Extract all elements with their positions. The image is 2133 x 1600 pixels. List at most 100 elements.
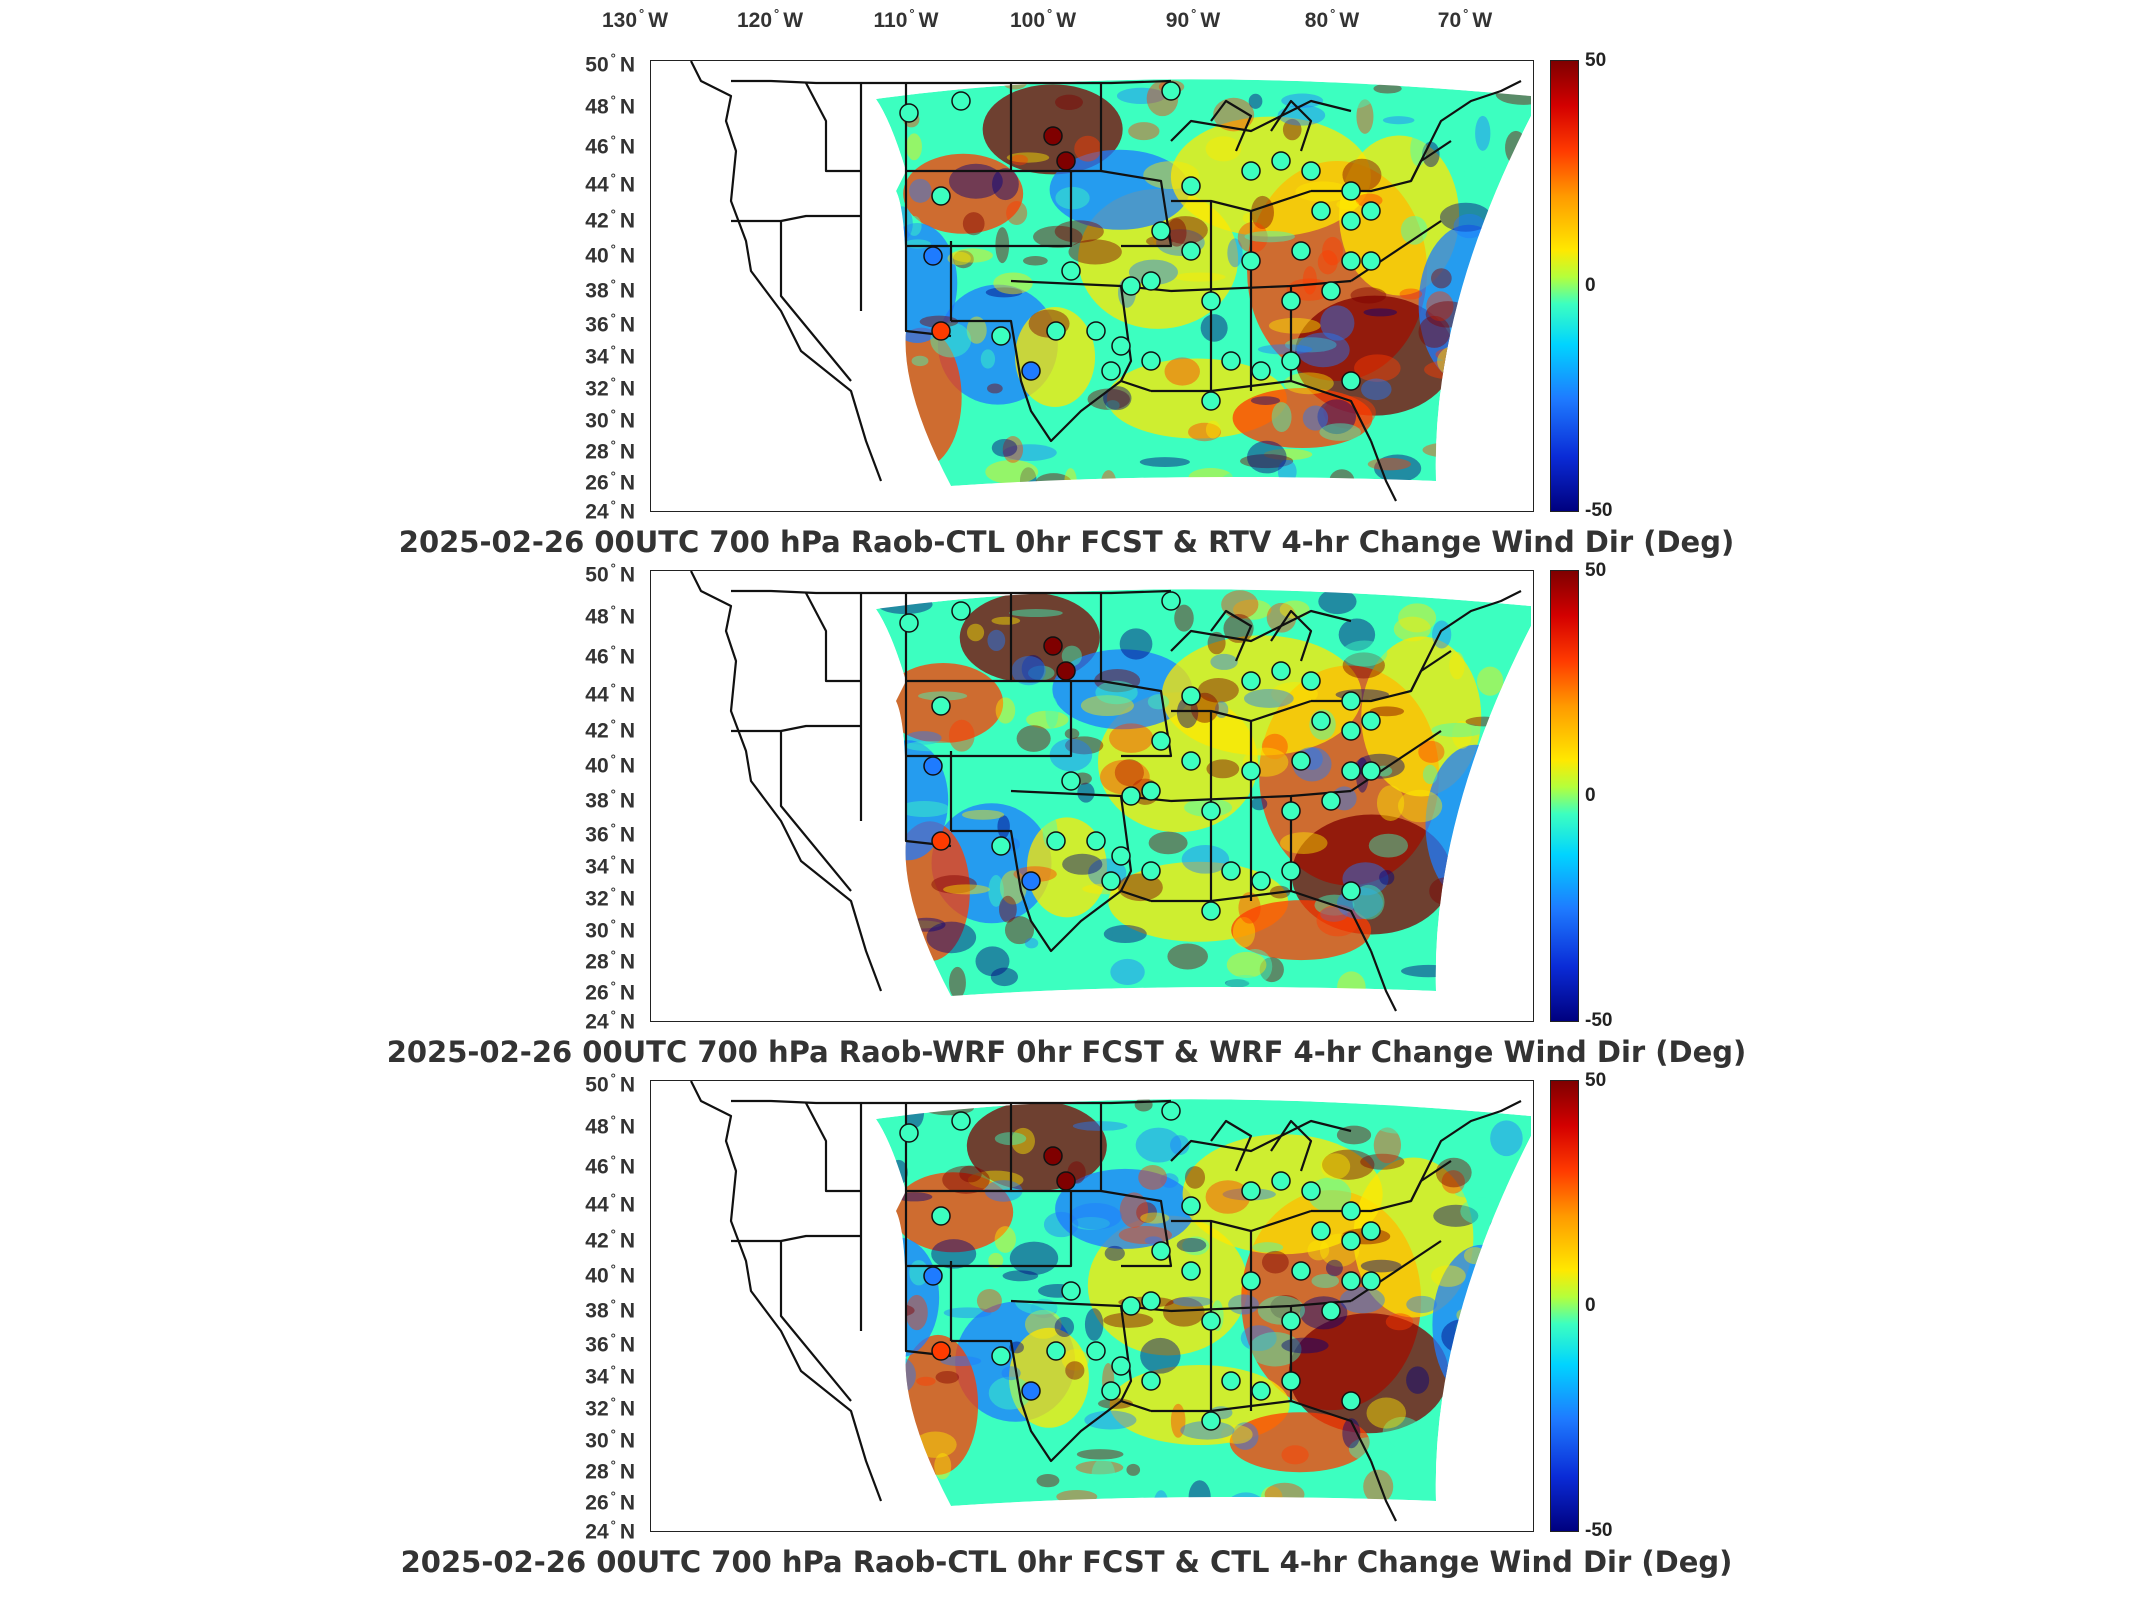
raob-station-marker [951,91,971,111]
raob-station-marker [1341,371,1361,391]
latitude-label: 28 ° N [555,1458,635,1485]
raob-station-marker [1301,161,1321,181]
raob-station-marker [923,246,943,266]
latitude-degree: 24 [585,500,609,524]
latitude-hemisphere: N [619,950,635,974]
degree-symbol: ° [610,820,616,836]
raob-station-marker [1251,1381,1271,1401]
raob-station-marker [899,613,919,633]
raob-station-marker [1111,1356,1131,1376]
latitude-hemisphere: N [619,1299,635,1323]
raob-station-marker [991,1346,1011,1366]
raob-station-marker [1181,1196,1201,1216]
raob-station-marker [1161,591,1181,611]
colorbar-tick-label: 50 [1585,560,1607,581]
latitude-degree: 44 [585,683,609,707]
latitude-degree: 42 [585,719,609,743]
latitude-degree: 26 [585,981,609,1005]
raob-station-marker [931,696,951,716]
raob-station-marker [1046,831,1066,851]
raob-station-marker [1181,751,1201,771]
latitude-hemisphere: N [619,563,635,587]
latitude-label: 44 ° N [555,681,635,708]
raob-station-marker [1281,861,1301,881]
latitude-hemisphere: N [619,1429,635,1453]
longitude-label: 100 ° W [1010,6,1076,33]
latitude-hemisphere: N [619,855,635,879]
degree-symbol: ° [610,241,616,257]
map-area [650,570,1534,1022]
latitude-hemisphere: N [619,1229,635,1253]
latitude-degree: 38 [585,279,609,303]
latitude-label: 50 ° N [555,51,635,78]
latitude-hemisphere: N [619,823,635,847]
raob-station-marker [1101,1381,1121,1401]
colorbar [1550,570,1579,1022]
latitude-label: 24 ° N [555,498,635,525]
latitude-hemisphere: N [619,683,635,707]
raob-station-marker [1241,251,1261,271]
latitude-label: 50 ° N [555,1071,635,1098]
latitude-label: 42 ° N [555,1227,635,1254]
raob-station-marker [1181,241,1201,261]
colorbar-tick-label: 50 [1585,50,1607,71]
degree-symbol: ° [774,6,780,21]
raob-station-marker [1141,351,1161,371]
raob-station-marker [1141,271,1161,291]
latitude-label: 26 ° N [555,1489,635,1516]
raob-station-marker [1251,361,1271,381]
latitude-hemisphere: N [619,1460,635,1484]
wind-direction-field [876,1099,1531,1507]
latitude-degree: 26 [585,471,609,495]
degree-symbol: ° [610,406,616,422]
degree-symbol: ° [610,1362,616,1378]
latitude-label: 46 ° N [555,1153,635,1180]
colorbar-tick-label: 0 [1585,1295,1596,1316]
raob-station-marker [1341,881,1361,901]
latitude-label: 32 ° N [555,1395,635,1422]
longitude-label: 80 ° W [1305,6,1359,33]
latitude-degree: 50 [585,1073,609,1097]
raob-station-marker [1291,751,1311,771]
raob-station-marker [1341,1271,1361,1291]
latitude-hemisphere: N [619,719,635,743]
degree-symbol: ° [610,342,616,358]
raob-station-marker [1341,1231,1361,1251]
longitude-label: 120 ° W [737,6,803,33]
raob-station-marker [1281,291,1301,311]
latitude-label: 30 ° N [555,407,635,434]
longitude-degree: 80 [1304,9,1329,32]
latitude-hemisphere: N [619,1010,635,1034]
latitude-hemisphere: N [619,887,635,911]
degree-symbol: ° [610,1226,616,1242]
raob-station-marker [1221,861,1241,881]
colorbar [1550,60,1579,512]
raob-station-marker [1281,351,1301,371]
raob-station-marker [1101,361,1121,381]
raob-station-marker [1291,1261,1311,1281]
raob-station-marker [1341,1391,1361,1411]
raob-station-marker [1141,1291,1161,1311]
raob-station-marker [1021,361,1041,381]
latitude-degree: 38 [585,1299,609,1323]
raob-station-marker [951,1111,971,1131]
degree-symbol: ° [610,206,616,222]
raob-station-marker [1361,711,1381,731]
raob-station-marker [1281,1371,1301,1391]
raob-station-marker [1151,1241,1171,1261]
latitude-hemisphere: N [619,789,635,813]
latitude-hemisphere: N [619,754,635,778]
raob-station-marker [1086,321,1106,341]
degree-symbol: ° [610,916,616,932]
raob-station-marker [1111,336,1131,356]
raob-station-marker [1046,1341,1066,1361]
state-boundaries [690,571,1522,1012]
latitude-hemisphere: N [619,409,635,433]
raob-station-marker [1361,201,1381,221]
latitude-degree: 30 [585,409,609,433]
raob-station-marker [1161,81,1181,101]
degree-symbol: ° [1330,6,1336,21]
latitude-label: 26 ° N [555,469,635,496]
latitude-hemisphere: N [619,53,635,77]
raob-station-marker [1121,276,1141,296]
